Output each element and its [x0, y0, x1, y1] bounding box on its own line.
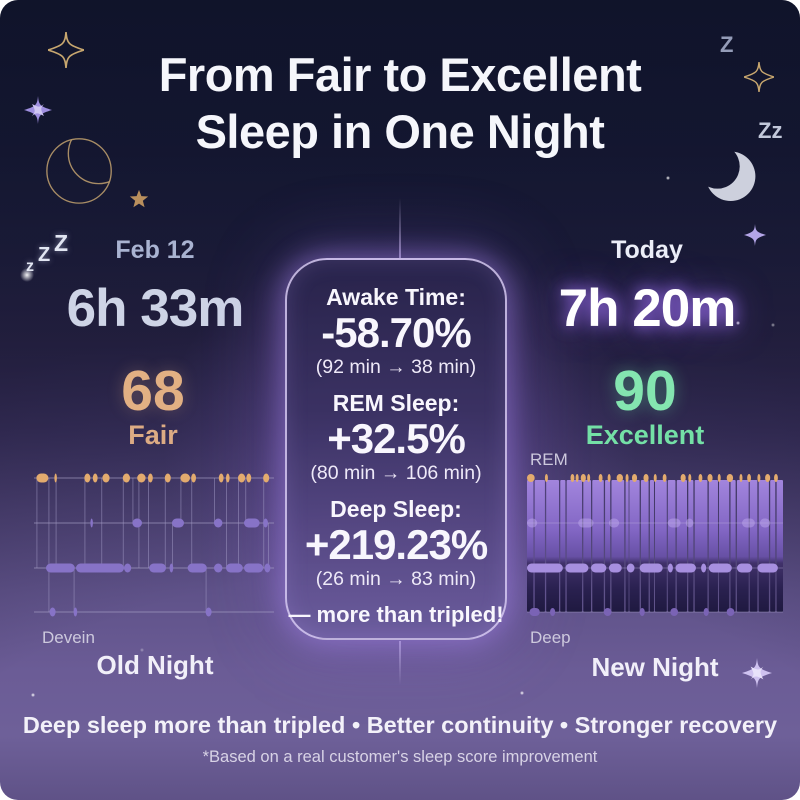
stat-value: +32.5% — [327, 415, 466, 462]
footer-tagline: Deep sleep more than tripled • Better co… — [22, 712, 778, 738]
glow-dot — [20, 268, 34, 282]
zz-letters: Zz — [758, 118, 783, 143]
stat-value: +219.23% — [304, 521, 488, 568]
star-dot — [748, 725, 752, 729]
before-duration: 6h 33m — [66, 279, 245, 338]
stat-detail: (26 min → 83 min) — [315, 568, 477, 590]
before-date: Feb 12 — [115, 236, 195, 264]
sparkle-icon — [744, 224, 766, 246]
star-dot — [31, 693, 35, 697]
sparkle-icon — [48, 32, 84, 68]
new-night-chart — [527, 474, 783, 616]
stat-awake-time: Awake Time: -58.70% (92 min → 38 min) — [287, 284, 505, 379]
z-letter: Z — [38, 244, 51, 266]
z-letter: Z — [720, 32, 734, 57]
stat-deep-sleep: Deep Sleep: +219.23% (26 min → 83 min) — [287, 496, 505, 591]
old-night-caption: Old Night — [96, 650, 214, 680]
stat-rem-sleep: REM Sleep: +32.5% (80 min → 106 min) — [287, 390, 505, 485]
before-rating: Fair — [128, 420, 178, 450]
sparkle-icon — [742, 658, 772, 688]
stat-value: -58.70% — [321, 309, 471, 356]
title-line-2: Sleep in One Night — [195, 105, 605, 158]
sparkle-icon — [744, 62, 774, 92]
star-dot — [520, 691, 524, 695]
crescent-moon-icon — [705, 151, 756, 202]
star-dot — [666, 176, 670, 180]
old-night-axis-label: Devein — [42, 628, 95, 647]
star-dot — [771, 323, 775, 327]
page-title: From Fair to Excellent Sleep in One Nigh… — [0, 46, 800, 160]
z-letter: z — [26, 258, 34, 275]
stat-label: Deep Sleep: — [330, 496, 462, 522]
new-night-rem-label: REM — [530, 450, 568, 469]
crescent-moon-icon — [46, 138, 112, 204]
after-score: 90 — [613, 359, 677, 423]
after-date: Today — [611, 236, 683, 264]
new-night-caption: New Night — [591, 652, 719, 682]
star-icon — [129, 189, 149, 208]
footer-disclaimer: *Based on a real customer's sleep score … — [202, 748, 598, 766]
new-night-deep-label: Deep — [530, 628, 571, 647]
connector-line-bottom — [399, 641, 401, 685]
stat-label: REM Sleep: — [332, 390, 460, 416]
connector-line-top — [399, 198, 401, 258]
zzz-decoration: z Z Z — [20, 230, 72, 284]
stat-note: — more than tripled! — [288, 602, 504, 627]
before-score: 68 — [121, 359, 185, 423]
stats-card: Awake Time: -58.70% (92 min → 38 min) RE… — [285, 258, 507, 640]
star-dot — [140, 648, 144, 652]
after-rating: Excellent — [585, 420, 705, 450]
star-dot — [736, 321, 740, 325]
stat-detail: (92 min → 38 min) — [315, 356, 477, 378]
sparkle-icon — [24, 96, 52, 124]
stat-label: Awake Time: — [326, 284, 466, 310]
z-letter: Z — [54, 230, 69, 256]
after-duration: 7h 20m — [558, 279, 737, 338]
stat-detail: (80 min → 106 min) — [310, 462, 482, 484]
old-night-chart — [34, 473, 274, 617]
title-line-1: From Fair to Excellent — [158, 48, 642, 101]
